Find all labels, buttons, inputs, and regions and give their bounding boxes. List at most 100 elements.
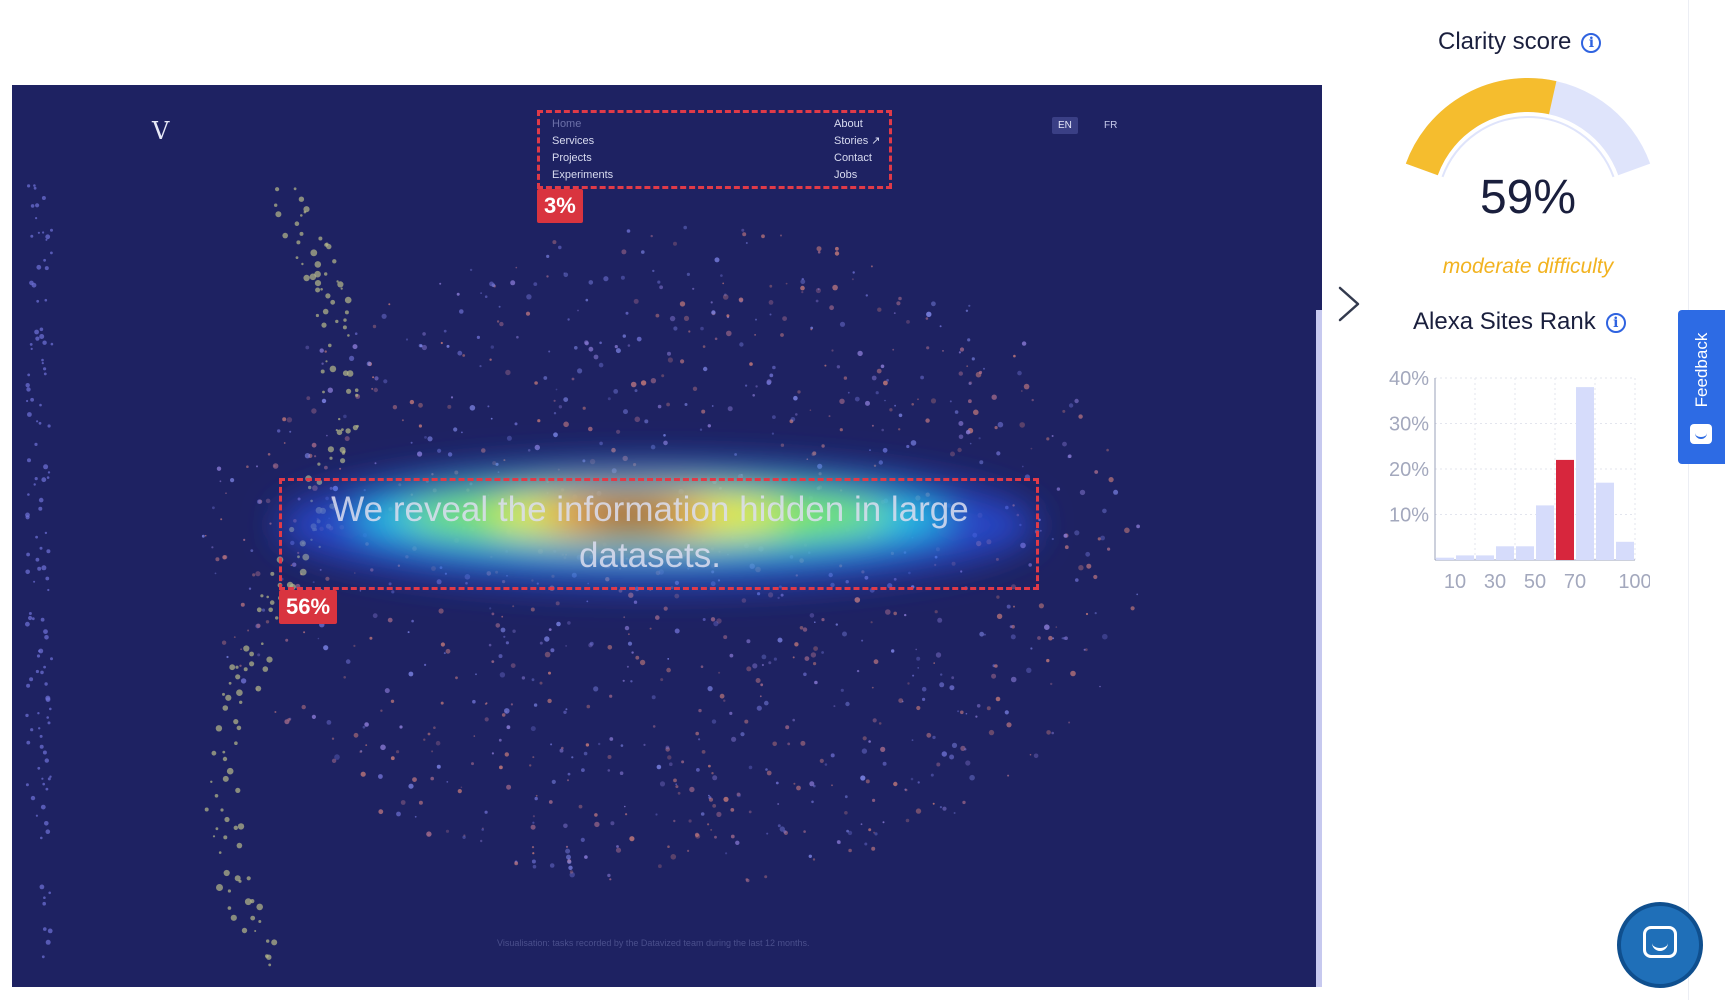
scatter-dot [626, 665, 629, 668]
scatter-dot [392, 405, 398, 410]
scatter-dot [834, 251, 840, 256]
info-icon[interactable]: i [1605, 312, 1626, 333]
scatter-dot [37, 566, 42, 571]
scatter-dot [809, 409, 812, 412]
scatter-dot [555, 388, 558, 391]
scatter-dot [43, 367, 47, 371]
scatter-dot [870, 265, 873, 268]
scatter-dot [598, 362, 604, 368]
scatter-dot [876, 368, 882, 374]
scatter-dot [261, 642, 264, 645]
scatter-dot [1093, 574, 1098, 580]
scatter-dot [583, 751, 588, 756]
scatter-dot [868, 828, 872, 832]
clarity-score-title: Clarity score i [1438, 28, 1602, 56]
scatter-dot [1075, 578, 1079, 582]
scatter-dot [352, 344, 358, 350]
scatter-dot [931, 301, 936, 307]
scatter-dot [275, 211, 282, 218]
scatter-dot [684, 403, 688, 406]
scatter-dot [34, 329, 39, 335]
scatter-dot [1078, 414, 1083, 419]
scatter-dot [651, 695, 656, 700]
scatter-dot [266, 939, 270, 943]
smile-icon [1690, 424, 1712, 444]
nav-item-experiments: Experiments [552, 169, 614, 181]
scatter-dot [628, 633, 630, 636]
scatter-dot [1106, 448, 1109, 452]
scatter-dot [380, 709, 383, 712]
scatter-dot [610, 821, 615, 826]
feedback-tab[interactable]: Feedback [1678, 310, 1725, 464]
scatter-dot [481, 828, 485, 831]
scatter-dot [622, 455, 628, 462]
chat-launcher-button[interactable] [1617, 902, 1703, 988]
scatter-dot [680, 359, 685, 364]
scatter-dot [299, 231, 304, 236]
histogram-bar [1576, 387, 1594, 560]
scatter-dot [233, 825, 238, 830]
scatter-dot [810, 652, 817, 658]
scatter-dot [484, 717, 489, 722]
scatter-dot [655, 313, 660, 318]
scatter-dot [882, 821, 885, 824]
scatter-dot [752, 663, 758, 669]
scatter-dot [324, 243, 328, 247]
scatter-dot [261, 608, 266, 612]
scatter-dot [553, 399, 556, 402]
scatter-dot [33, 186, 37, 190]
scatter-dot [674, 628, 680, 634]
scatter-dot [299, 568, 307, 576]
scatter-dot [233, 636, 236, 638]
scatter-dot [729, 653, 734, 658]
scatter-dot [711, 772, 714, 775]
scatter-dot [811, 452, 815, 457]
scatter-dot [837, 840, 841, 845]
scatter-dot [839, 398, 845, 404]
aoi-box-navigation[interactable] [537, 110, 892, 189]
scatter-dot [283, 442, 286, 444]
scatter-dot [342, 325, 347, 330]
scatter-dot [873, 831, 876, 834]
histogram-bar [1456, 555, 1474, 560]
scatter-dot [783, 830, 787, 834]
scatter-dot [845, 580, 849, 584]
scatter-dot [749, 362, 753, 366]
scatter-dot [44, 635, 49, 640]
aoi-box-headline[interactable] [279, 478, 1039, 590]
scatter-dot [322, 390, 325, 394]
scatter-dot [336, 280, 339, 283]
scatter-dot [904, 788, 908, 792]
scatter-dot [336, 429, 343, 436]
scatter-dot [331, 758, 337, 763]
scatter-dot [1099, 685, 1101, 688]
scatter-dot [769, 284, 773, 288]
scatter-dot [503, 635, 506, 638]
scatter-dot [469, 405, 476, 411]
scatter-dot [223, 869, 230, 877]
scatter-dot [312, 485, 318, 491]
scatter-dot [321, 362, 324, 365]
heatmap-scrollbar[interactable] [1316, 310, 1322, 987]
scatter-dot [926, 311, 932, 317]
scatter-dot [243, 538, 246, 541]
x-tick-label: 30 [1484, 571, 1506, 593]
scatter-dot [877, 307, 882, 312]
scatter-dot [491, 752, 494, 755]
scatter-dot [469, 268, 473, 272]
scatter-dot [898, 698, 904, 703]
scatter-dot [539, 641, 543, 645]
scatter-dot [723, 293, 727, 297]
scatter-dot [584, 341, 589, 346]
scatter-dot [569, 870, 574, 874]
scatter-dot [935, 652, 942, 658]
scatter-dot [839, 428, 843, 432]
info-icon[interactable]: i [1581, 32, 1602, 53]
scatter-dot [235, 674, 241, 680]
scatter-dot [748, 765, 753, 770]
scatter-dot [45, 787, 49, 791]
chevron-right-icon[interactable] [1330, 282, 1366, 326]
scatter-dot [408, 783, 414, 789]
scatter-dot [905, 818, 910, 823]
scatter-dot [769, 373, 774, 378]
